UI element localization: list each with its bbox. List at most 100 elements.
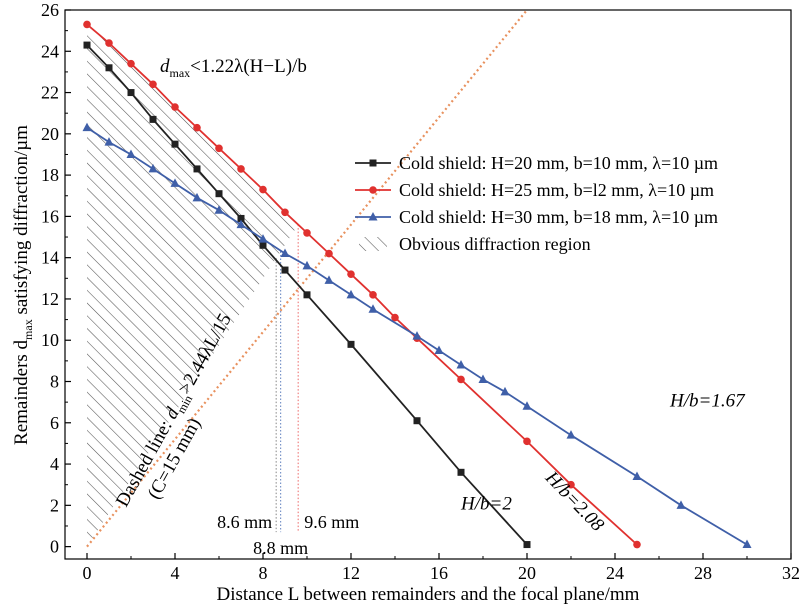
series-0-point <box>127 89 135 97</box>
series-1-point <box>105 39 113 47</box>
series-2-point <box>82 122 92 132</box>
series-0 <box>83 41 531 549</box>
series-1-point <box>83 20 91 29</box>
series-line-1 <box>86 23 638 546</box>
series-2-point <box>214 205 224 214</box>
legend-label-hatch: Obvious diffraction region <box>399 234 591 254</box>
series-1-point <box>149 80 157 89</box>
intersection-label-0: 8.6 mm <box>217 512 272 532</box>
x-tick-label: 20 <box>518 563 536 583</box>
series-2-point <box>148 163 158 173</box>
series-2-point <box>368 304 378 313</box>
y-tick-label: 22 <box>41 83 59 103</box>
series-0-point <box>215 190 223 198</box>
series-2-point <box>632 471 642 480</box>
intersection-labels: 8.6 mm 8.8 mm 9.6 mm <box>217 512 359 558</box>
series-1-point <box>281 208 289 217</box>
y-tick-label: 0 <box>50 537 59 557</box>
dashed-line <box>86 10 528 548</box>
series-2-point <box>456 359 466 369</box>
series-group <box>82 20 752 549</box>
x-axis-title: Distance L between remainders and the fo… <box>217 584 640 605</box>
x-tick-label: 8 <box>259 563 268 583</box>
legend: Cold shield: H=20 mm, b=10 mm, λ=10 µm Co… <box>355 153 718 254</box>
plot-frame <box>64 9 792 560</box>
series-1-point <box>567 480 575 489</box>
series-1-point <box>127 59 135 68</box>
y-tick-label: 8 <box>50 372 59 392</box>
series-1 <box>83 20 641 549</box>
series-0-point <box>259 241 267 249</box>
series-0-point <box>413 417 421 425</box>
intersection-label-1: 8.8 mm <box>253 538 308 558</box>
x-tick-label: 4 <box>171 563 180 583</box>
x-tick-label: 12 <box>342 563 360 583</box>
y-axis-title: Remainders dmax satisfying diffraction/µ… <box>11 125 35 445</box>
y-tick-label: 18 <box>41 165 59 185</box>
series-2-point <box>566 430 576 439</box>
legend-label-0: Cold shield: H=20 mm, b=10 mm, λ=10 µm <box>399 153 718 173</box>
series-2-point <box>280 248 290 258</box>
x-tick-label: 32 <box>782 563 800 583</box>
series-2-point <box>676 500 686 509</box>
legend-item-hatch: Obvious diffraction region <box>359 234 591 254</box>
y-tick-label: 12 <box>41 289 59 309</box>
diffraction-region-hatch <box>87 24 299 547</box>
legend-swatch-marker <box>369 159 377 167</box>
series-2-point <box>126 149 136 158</box>
series-1-point <box>457 375 465 384</box>
intersection-guides <box>275 224 299 533</box>
series-2-point <box>742 539 752 549</box>
series-1-point <box>215 144 223 153</box>
series-2-point <box>236 219 246 229</box>
series-2-point <box>192 192 202 202</box>
series-2-point <box>324 275 334 284</box>
y-tick-label: 2 <box>50 495 59 515</box>
legend-swatch-marker <box>369 186 377 194</box>
series-2-point <box>522 401 532 410</box>
legend-swatch-marker <box>368 212 378 221</box>
ratio-label-0: H/b=2 <box>460 493 512 514</box>
ratio-label-2: H/b=1.67 <box>669 390 746 411</box>
series-0-point <box>237 214 245 222</box>
intersection-label-2: 9.6 mm <box>304 512 359 532</box>
series-0-point <box>149 115 157 123</box>
legend-label-1: Cold shield: H=25 mm, b=l2 mm, λ=10 µm <box>399 180 714 200</box>
series-2-point <box>346 289 356 299</box>
legend-label-2: Cold shield: H=30 mm, b=18 mm, λ=10 µm <box>399 207 718 227</box>
y-tick-label: 4 <box>50 454 59 474</box>
series-1-point <box>347 270 355 278</box>
series-1-point <box>369 291 377 299</box>
legend-item-0: Cold shield: H=20 mm, b=10 mm, λ=10 µm <box>355 153 718 173</box>
y-tick-label: 6 <box>50 413 59 433</box>
series-2-point <box>500 386 510 396</box>
series-2 <box>82 122 752 549</box>
series-2-point <box>478 374 488 383</box>
legend-item-1: Cold shield: H=25 mm, b=l2 mm, λ=10 µm <box>355 180 714 200</box>
series-2-point <box>302 260 312 270</box>
y-tick-label: 10 <box>41 330 59 350</box>
y-tick-label: 26 <box>41 0 59 20</box>
series-0-point <box>193 165 201 173</box>
series-0-point <box>347 340 355 348</box>
series-1-point <box>391 313 399 322</box>
series-0-point <box>83 41 91 49</box>
x-tick-label: 16 <box>430 563 448 583</box>
y-tick-label: 20 <box>41 124 59 144</box>
series-0-point <box>457 468 465 476</box>
series-2-point <box>170 178 180 187</box>
series-2-point <box>104 137 114 146</box>
series-1-point <box>523 437 531 446</box>
dashed-line-path <box>86 10 528 548</box>
x-tick-label: 24 <box>606 563 624 583</box>
series-0-point <box>523 541 531 549</box>
series-0-point <box>171 140 179 148</box>
svg-text:Remainders dmax satisfying dif: Remainders dmax satisfying diffraction/µ… <box>11 125 35 445</box>
ratio-label-1: H/b=2.08 <box>540 467 608 536</box>
series-1-point <box>237 165 245 173</box>
y-tick-label: 14 <box>41 248 59 268</box>
series-0-point <box>303 291 311 299</box>
series-1-point <box>325 249 333 258</box>
